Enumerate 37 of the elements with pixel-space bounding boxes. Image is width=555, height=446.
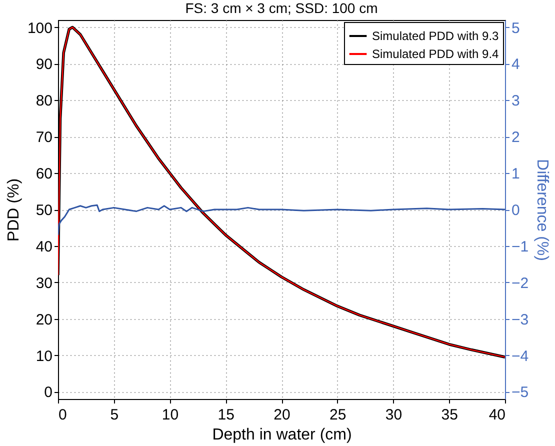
y2-tick-label: −5 [512,384,529,402]
y2-tick-label: 2 [512,129,520,146]
y2-axis-title: Difference (%) [534,159,551,261]
y-tick-label: 40 [36,238,52,256]
y2-tick-label: 4 [512,56,520,74]
chart-title: FS: 3 cm × 3 cm; SSD: 100 cm [185,0,378,16]
y-tick-label: 70 [36,129,52,146]
y2-tick-label: 3 [512,92,520,110]
legend-label: Simulated PDD with 9.3 [372,29,500,43]
x-axis-title: Depth in water (cm) [212,426,352,444]
y-tick-label: 10 [36,348,52,365]
y-axis-title: PDD (%) [5,178,22,242]
x-tick-label: 35 [441,406,458,424]
y2-tick-label: −3 [512,311,529,328]
y-tick-label: 0 [44,384,52,402]
y2-tick-label: 0 [512,202,520,219]
x-tick-label: 10 [162,406,179,424]
x-tick-label: 20 [274,406,290,424]
x-tick-label: 15 [218,406,234,424]
y-tick-label: 50 [36,202,52,219]
y2-tick-label: −2 [512,274,529,292]
y2-tick-label: 5 [512,20,520,37]
y2-tick-label: 1 [512,166,520,183]
legend-label: Simulated PDD with 9.4 [372,47,500,61]
y-tick-label: 100 [27,20,52,37]
x-tick-label: 5 [110,406,119,424]
y2-tick-label: −1 [512,238,529,256]
y-tick-label: 80 [36,92,52,110]
x-tick-label: 40 [488,406,506,424]
x-tick-label: 30 [385,406,402,424]
y-tick-label: 60 [36,166,52,183]
y2-tick-label: −4 [512,348,529,365]
x-tick-label: 25 [330,406,346,424]
y-tick-label: 30 [36,274,52,292]
y-tick-label: 20 [36,311,52,328]
y-tick-label: 90 [36,56,52,74]
x-tick-label: 0 [58,406,67,424]
